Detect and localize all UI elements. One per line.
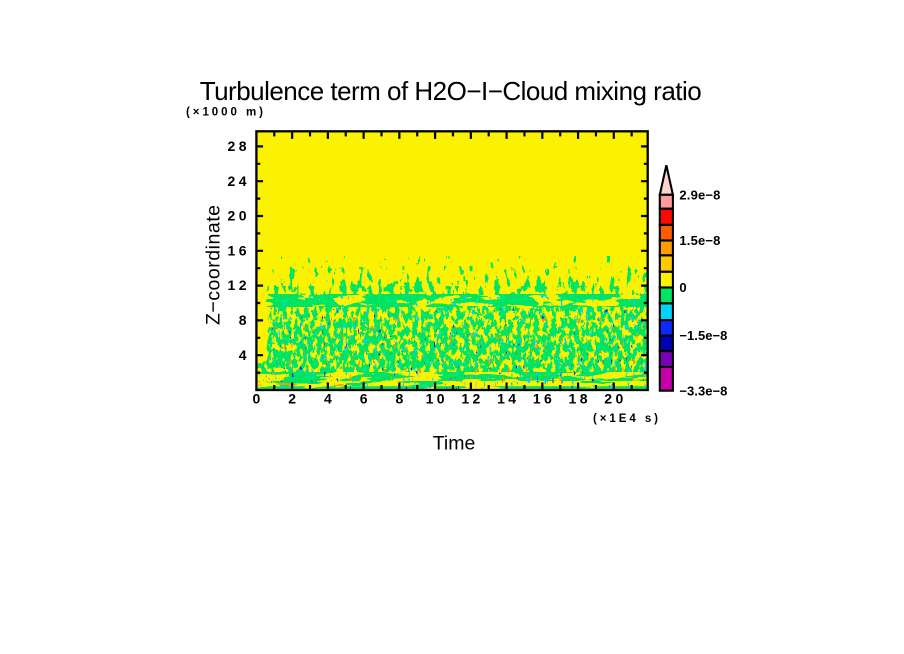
svg-text:(×1E4 s): (×1E4 s) [593,413,658,425]
svg-text:2.9e−8: 2.9e−8 [679,187,720,202]
svg-text:1.5e−8: 1.5e−8 [679,233,720,248]
svg-text:(×1000 m): (×1000 m) [186,106,263,118]
svg-text:4: 4 [239,347,247,363]
svg-text:Z−coordinate: Z−coordinate [203,205,225,325]
svg-text:6: 6 [360,391,368,407]
svg-text:−3.3e−8: −3.3e−8 [679,383,727,398]
svg-text:−1.5e−8: −1.5e−8 [679,328,727,343]
svg-text:0: 0 [679,280,686,295]
svg-text:2: 2 [288,391,296,407]
svg-text:0: 0 [253,391,261,407]
svg-text:Turbulence term of H2O−I−Cloud: Turbulence term of H2O−I−Cloud mixing ra… [200,76,702,106]
svg-text:8: 8 [395,391,403,407]
svg-text:4: 4 [324,391,332,407]
svg-text:8: 8 [239,312,247,328]
svg-text:Time: Time [433,432,476,454]
